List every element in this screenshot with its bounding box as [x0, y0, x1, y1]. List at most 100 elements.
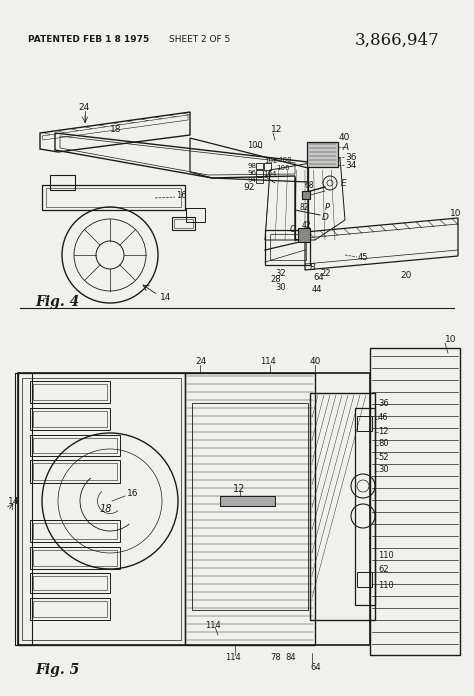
Text: 16: 16	[127, 489, 138, 498]
Text: 42: 42	[302, 221, 311, 230]
Bar	[30, 381, 110, 403]
Text: 46: 46	[378, 413, 389, 422]
Bar	[256, 170, 263, 176]
Bar	[186, 208, 205, 222]
Text: C: C	[290, 226, 296, 235]
Text: 16: 16	[176, 191, 187, 200]
Bar	[265, 230, 310, 265]
Text: 100: 100	[247, 141, 263, 150]
Bar	[33, 411, 107, 427]
Bar	[33, 601, 107, 617]
Text: 114: 114	[205, 621, 221, 629]
Text: B: B	[310, 264, 316, 273]
Text: 64: 64	[310, 663, 320, 672]
Text: 104: 104	[263, 171, 276, 177]
Bar	[185, 373, 315, 645]
Text: 32: 32	[275, 269, 286, 278]
Bar	[33, 550, 117, 566]
Text: 12: 12	[271, 125, 283, 134]
Bar	[174, 219, 193, 228]
Text: 114: 114	[260, 358, 276, 367]
Bar	[30, 408, 110, 430]
Bar	[33, 463, 117, 480]
Text: Fig. 5: Fig. 5	[35, 663, 79, 677]
Text: 64: 64	[313, 274, 324, 283]
Bar	[33, 523, 117, 539]
Text: 40: 40	[339, 134, 350, 143]
Text: 110: 110	[378, 580, 394, 590]
Bar	[370, 348, 460, 655]
Bar	[30, 460, 120, 483]
Bar	[30, 520, 120, 542]
Bar	[256, 177, 263, 183]
Bar	[192, 403, 308, 610]
Text: 18: 18	[110, 125, 121, 134]
Bar	[298, 228, 310, 242]
Bar	[270, 234, 306, 260]
Bar	[307, 142, 338, 167]
Text: 106: 106	[276, 165, 290, 171]
Text: 68: 68	[305, 182, 315, 191]
Text: 96: 96	[248, 170, 257, 176]
Text: 45: 45	[358, 253, 368, 262]
Text: 52: 52	[378, 452, 389, 461]
Text: 40: 40	[310, 358, 321, 367]
Text: 110: 110	[378, 551, 394, 560]
Text: 34: 34	[345, 161, 356, 170]
Bar	[33, 438, 117, 453]
Bar	[42, 185, 185, 210]
Bar	[15, 373, 32, 645]
Text: 3,866,947: 3,866,947	[355, 31, 440, 49]
Text: 94: 94	[248, 177, 257, 183]
Bar	[30, 435, 120, 456]
Text: 84: 84	[285, 654, 296, 663]
Text: 78: 78	[270, 654, 281, 663]
Bar	[18, 373, 370, 645]
Text: 18: 18	[100, 504, 112, 514]
Text: 10: 10	[445, 335, 456, 345]
Bar	[22, 378, 181, 640]
Text: D: D	[322, 214, 329, 223]
Text: 12: 12	[378, 427, 389, 436]
Bar	[357, 572, 372, 587]
Text: P: P	[325, 203, 330, 212]
Bar	[220, 496, 275, 506]
Text: 102: 102	[264, 158, 277, 164]
Text: 24: 24	[195, 358, 206, 367]
Text: 98: 98	[248, 163, 257, 169]
Text: 114: 114	[225, 654, 241, 663]
Text: 14: 14	[8, 496, 19, 505]
Bar	[18, 373, 185, 645]
Bar	[30, 598, 110, 620]
Bar	[50, 175, 75, 190]
Text: 108: 108	[278, 157, 292, 163]
Text: SHEET 2 OF 5: SHEET 2 OF 5	[169, 35, 231, 45]
Text: 14: 14	[160, 292, 172, 301]
Bar	[264, 163, 271, 170]
Text: 30: 30	[275, 283, 286, 292]
Text: 12: 12	[233, 484, 246, 494]
Text: 36: 36	[378, 399, 389, 407]
Text: PATENTED FEB 1 8 1975: PATENTED FEB 1 8 1975	[28, 35, 149, 45]
Bar	[33, 384, 107, 400]
Text: 10: 10	[450, 209, 462, 219]
Bar	[46, 188, 181, 207]
Bar	[357, 416, 372, 431]
Bar	[30, 573, 110, 593]
Bar	[172, 217, 195, 230]
Text: 30: 30	[378, 466, 389, 475]
Bar	[30, 547, 120, 569]
Bar	[355, 408, 375, 605]
Text: 20: 20	[400, 271, 411, 280]
Text: A: A	[342, 143, 348, 152]
Text: 36: 36	[345, 152, 356, 161]
Text: 24: 24	[78, 104, 89, 113]
Text: E: E	[341, 178, 347, 187]
Text: 22: 22	[320, 269, 330, 278]
Text: 80: 80	[378, 439, 389, 448]
Text: 28: 28	[270, 276, 281, 285]
Text: 44: 44	[312, 285, 322, 294]
Text: 82: 82	[300, 203, 310, 212]
Bar	[302, 191, 310, 199]
Text: 62: 62	[378, 565, 389, 574]
